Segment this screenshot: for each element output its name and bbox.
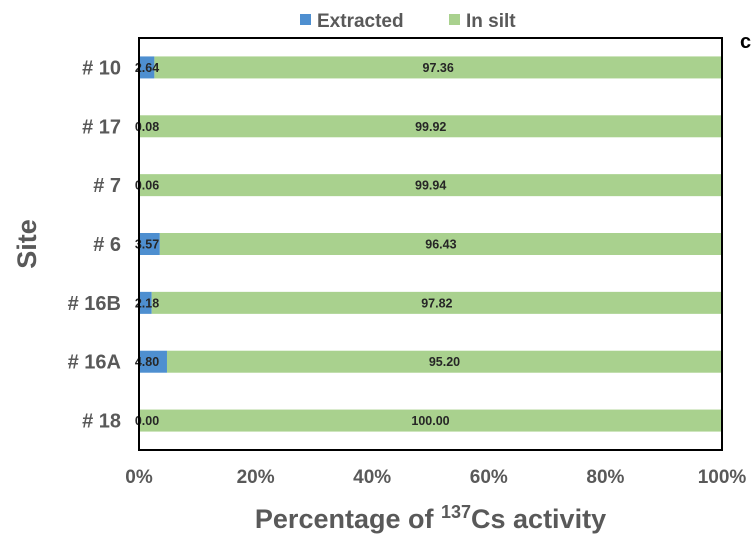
x-tick-labels: 0% 20% 40% 60% 80% 100% bbox=[125, 467, 746, 488]
data-label-in-silt: 99.92 bbox=[415, 120, 446, 134]
y-axis-title: Site bbox=[12, 219, 42, 269]
category-label: # 16B bbox=[68, 293, 121, 315]
legend: Extracted In silt bbox=[300, 11, 516, 32]
data-label-in-silt: 96.43 bbox=[425, 238, 456, 252]
data-label-extracted: 4.80 bbox=[135, 355, 159, 369]
data-label-in-silt: 99.94 bbox=[415, 179, 446, 193]
x-tick-label: 100% bbox=[698, 467, 747, 488]
x-axis-title-suffix: Cs activity bbox=[471, 504, 606, 534]
data-label-extracted: 2.64 bbox=[135, 61, 159, 75]
x-tick-label: 80% bbox=[586, 467, 624, 488]
category-label: # 17 bbox=[82, 116, 121, 138]
bar-extracted bbox=[139, 233, 160, 255]
bar-in-silt bbox=[154, 56, 722, 79]
x-axis-title-prefix: Percentage of bbox=[255, 504, 441, 534]
data-label-in-silt: 95.20 bbox=[429, 355, 460, 369]
bar-in-silt bbox=[139, 115, 722, 138]
data-label-extracted: 0.06 bbox=[135, 179, 159, 193]
data-label-extracted: 0.00 bbox=[135, 414, 159, 428]
data-label-extracted: 3.57 bbox=[135, 238, 159, 252]
category-label: # 6 bbox=[93, 234, 121, 256]
category-labels: # 10 # 17 # 7 # 6 # 16B # 16A # 18 bbox=[68, 57, 121, 432]
legend-swatch-extracted bbox=[300, 14, 311, 25]
x-tick-label: 60% bbox=[470, 467, 508, 488]
data-label-extracted: 0.08 bbox=[135, 120, 159, 134]
legend-swatch-in-silt bbox=[449, 14, 460, 25]
legend-label-extracted: Extracted bbox=[317, 11, 404, 32]
data-label-in-silt: 97.36 bbox=[423, 61, 454, 75]
bars: 2.64 97.36 0.08 99.92 0.06 99.94 3.57 96.43 2.18… bbox=[135, 56, 722, 432]
bar-in-silt bbox=[166, 350, 722, 373]
plot-frame bbox=[138, 37, 723, 451]
data-label-extracted: 2.18 bbox=[135, 296, 159, 310]
category-label: # 18 bbox=[82, 411, 121, 433]
panel-letter: c bbox=[740, 31, 751, 53]
x-tick-label: 40% bbox=[353, 467, 391, 488]
data-label-in-silt: 100.00 bbox=[411, 414, 449, 428]
x-axis-title: Percentage of 137Cs activity bbox=[255, 502, 606, 534]
bar-in-silt bbox=[159, 233, 722, 255]
legend-label-in-silt: In silt bbox=[466, 11, 516, 32]
bar-in-silt bbox=[139, 174, 722, 197]
bar-extracted bbox=[139, 350, 167, 373]
bar-extracted bbox=[139, 56, 155, 79]
x-tick-label: 20% bbox=[237, 467, 275, 488]
category-label: # 7 bbox=[93, 175, 121, 197]
category-label: # 10 bbox=[82, 57, 121, 79]
bar-in-silt bbox=[151, 291, 722, 314]
data-label-in-silt: 97.82 bbox=[421, 296, 452, 310]
x-tick-label: 0% bbox=[125, 467, 153, 488]
bar-in-silt bbox=[139, 409, 722, 432]
bar-extracted bbox=[139, 291, 152, 314]
category-label: # 16A bbox=[68, 352, 121, 374]
x-axis-title-superscript: 137 bbox=[441, 502, 471, 522]
